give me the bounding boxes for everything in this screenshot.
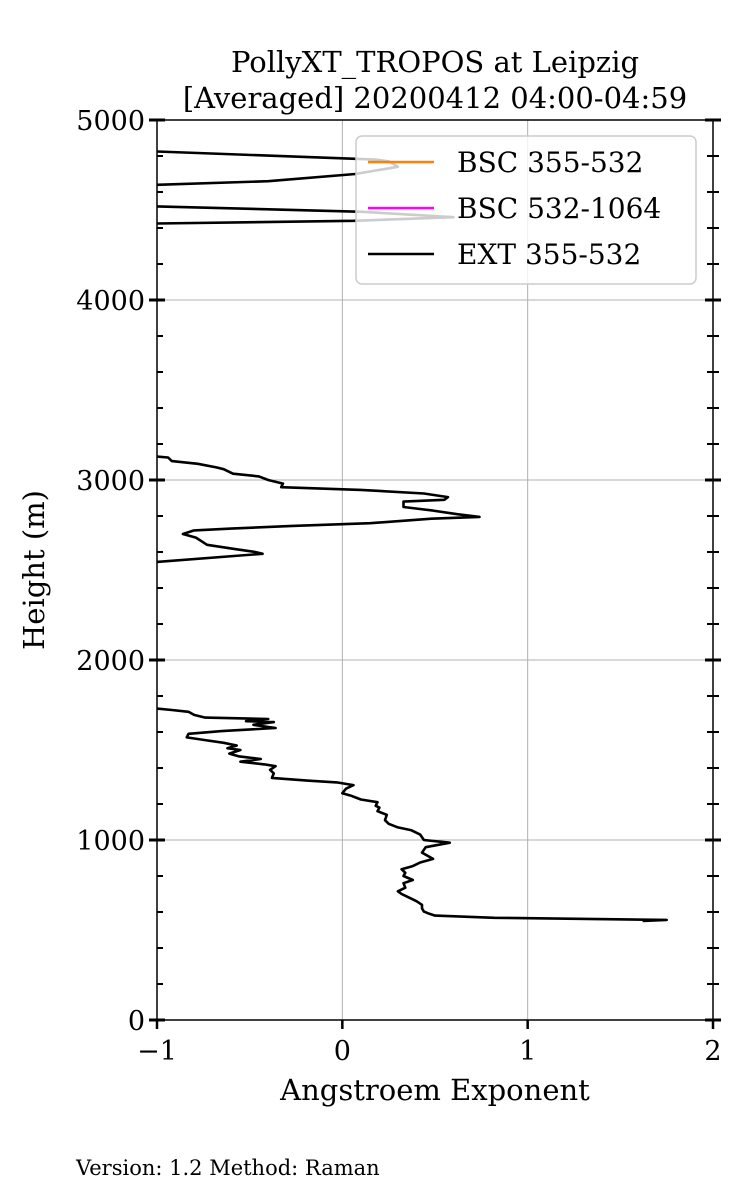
x-tick-labels: −1 0 1 2	[137, 1036, 722, 1067]
x-tick-label: 0	[334, 1036, 351, 1067]
y-tick-label: 2000	[76, 646, 145, 677]
series-line-ext-355-532	[156, 707, 669, 923]
y-tick-label: 4000	[76, 286, 145, 317]
legend-label: EXT 355-532	[457, 238, 641, 271]
chart-title-line1: PollyXT_TROPOS at Leipzig	[231, 45, 639, 80]
y-tick-labels: 0 1000 2000 3000 4000 5000	[76, 106, 145, 1037]
legend-box	[355, 135, 697, 285]
y-tick-label: 3000	[76, 466, 145, 497]
y-tick-label: 0	[128, 1006, 145, 1037]
legend-items: BSC 355-532 BSC 532-1064 EXT 355-532	[368, 146, 661, 271]
x-tick-label: −1	[137, 1036, 177, 1067]
x-tick-label: 1	[519, 1036, 536, 1067]
plot-frame	[156, 119, 714, 1021]
x-tick-label: 2	[704, 1036, 721, 1067]
legend-label: BSC 355-532	[457, 146, 643, 179]
y-tick-label: 1000	[76, 826, 145, 857]
legend: BSC 355-532 BSC 532-1064 EXT 355-532	[355, 135, 697, 285]
legend-label: BSC 532-1064	[457, 192, 661, 225]
series-line-ext-355-532	[156, 455, 481, 564]
chart-title-line2: [Averaged] 20200412 04:00-04:59	[183, 81, 687, 115]
y-tick-label: 5000	[76, 106, 145, 137]
y-axis-label: Height (m)	[17, 490, 51, 650]
x-axis-label: Angstroem Exponent	[279, 1073, 590, 1107]
footer-version-method: Version: 1.2 Method: Raman	[75, 1156, 380, 1180]
